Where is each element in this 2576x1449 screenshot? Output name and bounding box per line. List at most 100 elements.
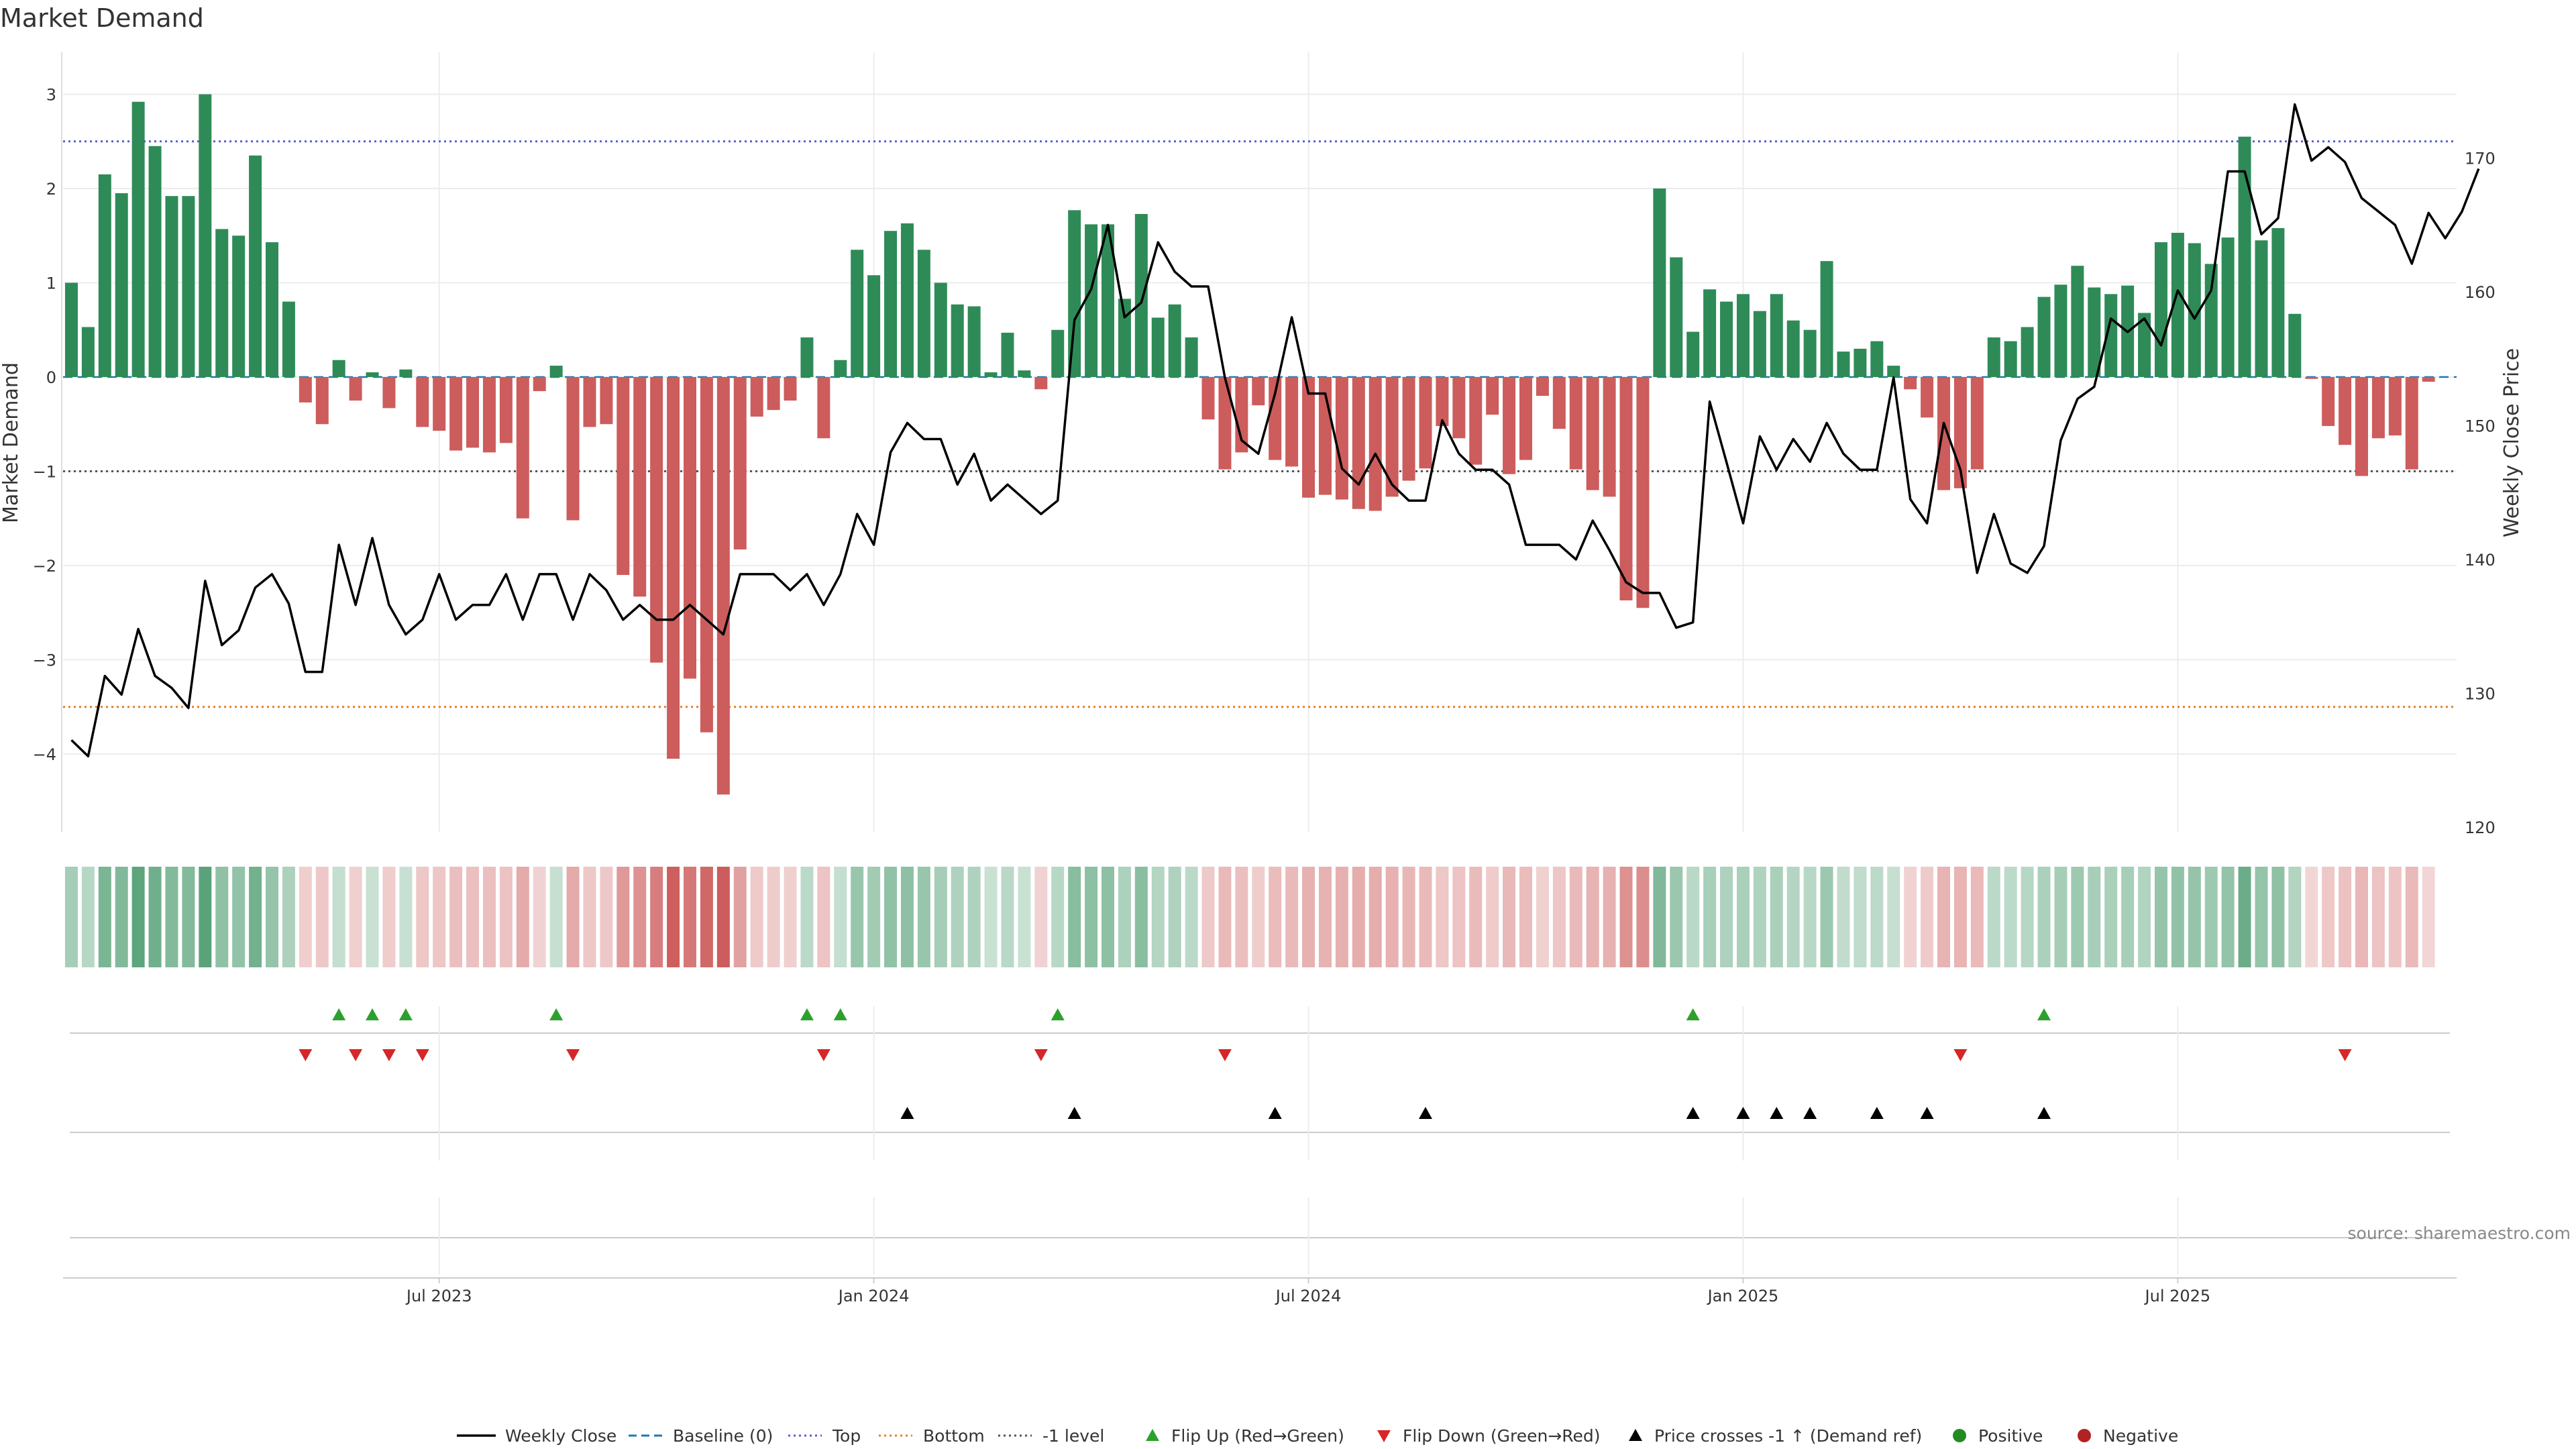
heat-cell [667, 867, 680, 967]
demand-bar [1269, 377, 1282, 460]
demand-bar [1786, 320, 1800, 377]
x-tick-label: Jan 2024 [837, 1287, 910, 1305]
heat-cell [1552, 867, 1566, 967]
demand-bar [482, 377, 496, 453]
flip-up-marker [549, 1008, 564, 1020]
y2-tick-label: 170 [2465, 150, 2496, 168]
demand-bar [1736, 294, 1750, 377]
flip-down-marker [415, 1049, 429, 1061]
heat-cell [733, 867, 747, 967]
demand-bar [767, 377, 780, 411]
demand-bar [1770, 294, 1783, 377]
y-tick-label: −4 [33, 745, 56, 764]
demand-bar [917, 250, 930, 377]
heat-cell [1452, 867, 1466, 967]
demand-bar [2188, 243, 2201, 377]
heat-cell [2288, 867, 2302, 967]
heat-cell [2171, 867, 2184, 967]
heat-cell [1904, 867, 1917, 967]
demand-bar [98, 174, 111, 377]
demand-bar [1018, 370, 1031, 377]
demand-bar [2071, 266, 2084, 377]
legend-label: -1 level [1042, 1426, 1104, 1446]
heat-cell [2255, 867, 2268, 967]
heat-cell [1636, 867, 1650, 967]
demand-bar [2238, 136, 2251, 377]
demand-bar [1552, 377, 1566, 429]
demand-bars [64, 94, 2435, 795]
heat-cell [2355, 867, 2368, 967]
legend-triangle-up-icon [1629, 1429, 1642, 1441]
heat-cell [2305, 867, 2318, 967]
demand-bar [399, 369, 413, 377]
heat-cell [1803, 867, 1817, 967]
heat-cell [784, 867, 797, 967]
heat-cell [416, 867, 429, 967]
price-cross-marker [900, 1107, 914, 1119]
demand-bar [1118, 299, 1131, 377]
demand-bar [1252, 377, 1265, 406]
y-axis-title: Market Demand [0, 362, 23, 523]
heat-cell [2204, 867, 2218, 967]
heat-cell [1134, 867, 1148, 967]
heat-cell [115, 867, 128, 967]
heat-cell [466, 867, 480, 967]
heat-cell [867, 867, 881, 967]
legend-label: Flip Down (Green→Red) [1403, 1426, 1601, 1446]
heat-cell [1619, 867, 1633, 967]
heat-cell [2405, 867, 2418, 967]
heat-cell [1034, 867, 1048, 967]
demand-bar [616, 377, 630, 576]
heat-cell [1469, 867, 1483, 967]
demand-bar [1921, 377, 1934, 418]
heat-cell [1419, 867, 1432, 967]
price-cross-marker [2037, 1107, 2051, 1119]
demand-bar [1970, 377, 1984, 470]
x-tick-label: Jan 2025 [1707, 1287, 1779, 1305]
heat-cell [2021, 867, 2034, 967]
demand-bar [2088, 287, 2101, 377]
demand-bar [64, 282, 78, 377]
heat-cell [215, 867, 229, 967]
heat-cell [566, 867, 580, 967]
demand-bar [1586, 377, 1599, 490]
legend-triangle-up-icon [1146, 1429, 1159, 1441]
demand-bar [1653, 189, 1666, 377]
heat-cell [2071, 867, 2084, 967]
heat-cell [2221, 867, 2235, 967]
heat-cell [2154, 867, 2167, 967]
demand-bar [499, 377, 513, 443]
legend-label: Positive [1978, 1426, 2043, 1446]
signal-rows [63, 1006, 2457, 1279]
demand-bar [884, 231, 898, 377]
demand-bar [115, 193, 128, 377]
x-tick-label: Jul 2025 [2144, 1287, 2211, 1305]
heat-cell [64, 867, 78, 967]
source-label: source: sharemaestro.com [2348, 1224, 2571, 1243]
heat-cell [900, 867, 914, 967]
demand-bar [433, 377, 446, 431]
demand-bar [449, 377, 463, 451]
price-cross-marker [1268, 1107, 1282, 1119]
heat-cell [951, 867, 964, 967]
demand-bar [1987, 337, 2000, 377]
y-tick-label: 0 [46, 368, 56, 387]
demand-bar [2271, 228, 2285, 377]
demand-bar [583, 377, 596, 427]
demand-bar [951, 304, 964, 377]
demand-bar [1619, 377, 1633, 600]
heat-cell [583, 867, 596, 967]
demand-bar [900, 223, 914, 377]
demand-bar [633, 377, 647, 597]
price-cross-marker [1067, 1107, 1081, 1119]
heat-cell [148, 867, 162, 967]
heat-cell [1118, 867, 1131, 967]
demand-bar [1753, 311, 1766, 377]
flip-down-marker [1953, 1049, 1968, 1061]
demand-bar [566, 377, 580, 521]
demand-bar [1285, 377, 1299, 467]
demand-bar [2405, 377, 2418, 470]
demand-bar [1335, 377, 1348, 500]
demand-bar [750, 377, 763, 417]
chart-title: Market Demand [0, 3, 204, 33]
